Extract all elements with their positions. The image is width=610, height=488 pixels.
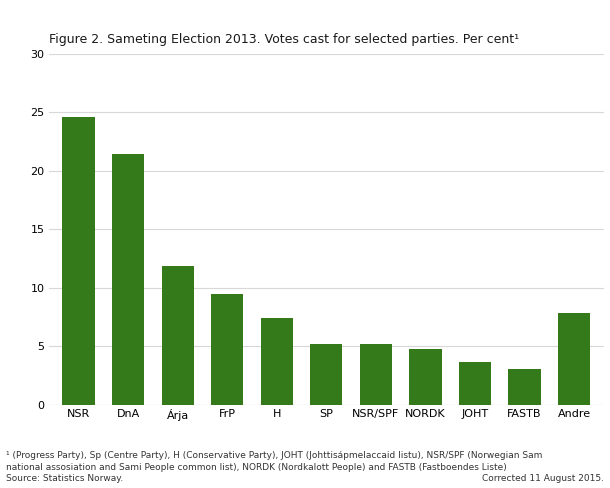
Text: ¹ (Progress Party), Sp (Centre Party), H (Conservative Party), JOHT (Johttisápme: ¹ (Progress Party), Sp (Centre Party), H… (6, 451, 542, 460)
Bar (360, 344, 392, 405)
Bar (211, 294, 243, 405)
Bar (558, 312, 590, 405)
Bar (409, 349, 442, 405)
Bar (162, 265, 194, 405)
Bar (459, 362, 491, 405)
Text: national assosiation and Sami People common list), NORDK (Nordkalott People) and: national assosiation and Sami People com… (6, 463, 507, 471)
Bar (62, 117, 95, 405)
Bar (260, 318, 293, 405)
Text: Figure 2. Sameting Election 2013. Votes cast for selected parties. Per cent¹: Figure 2. Sameting Election 2013. Votes … (49, 33, 519, 45)
Bar (112, 154, 144, 405)
Bar (310, 344, 342, 405)
Bar (509, 369, 540, 405)
Text: Source: Statistics Norway.: Source: Statistics Norway. (6, 474, 123, 483)
Text: Corrected 11 August 2015.: Corrected 11 August 2015. (482, 474, 604, 483)
